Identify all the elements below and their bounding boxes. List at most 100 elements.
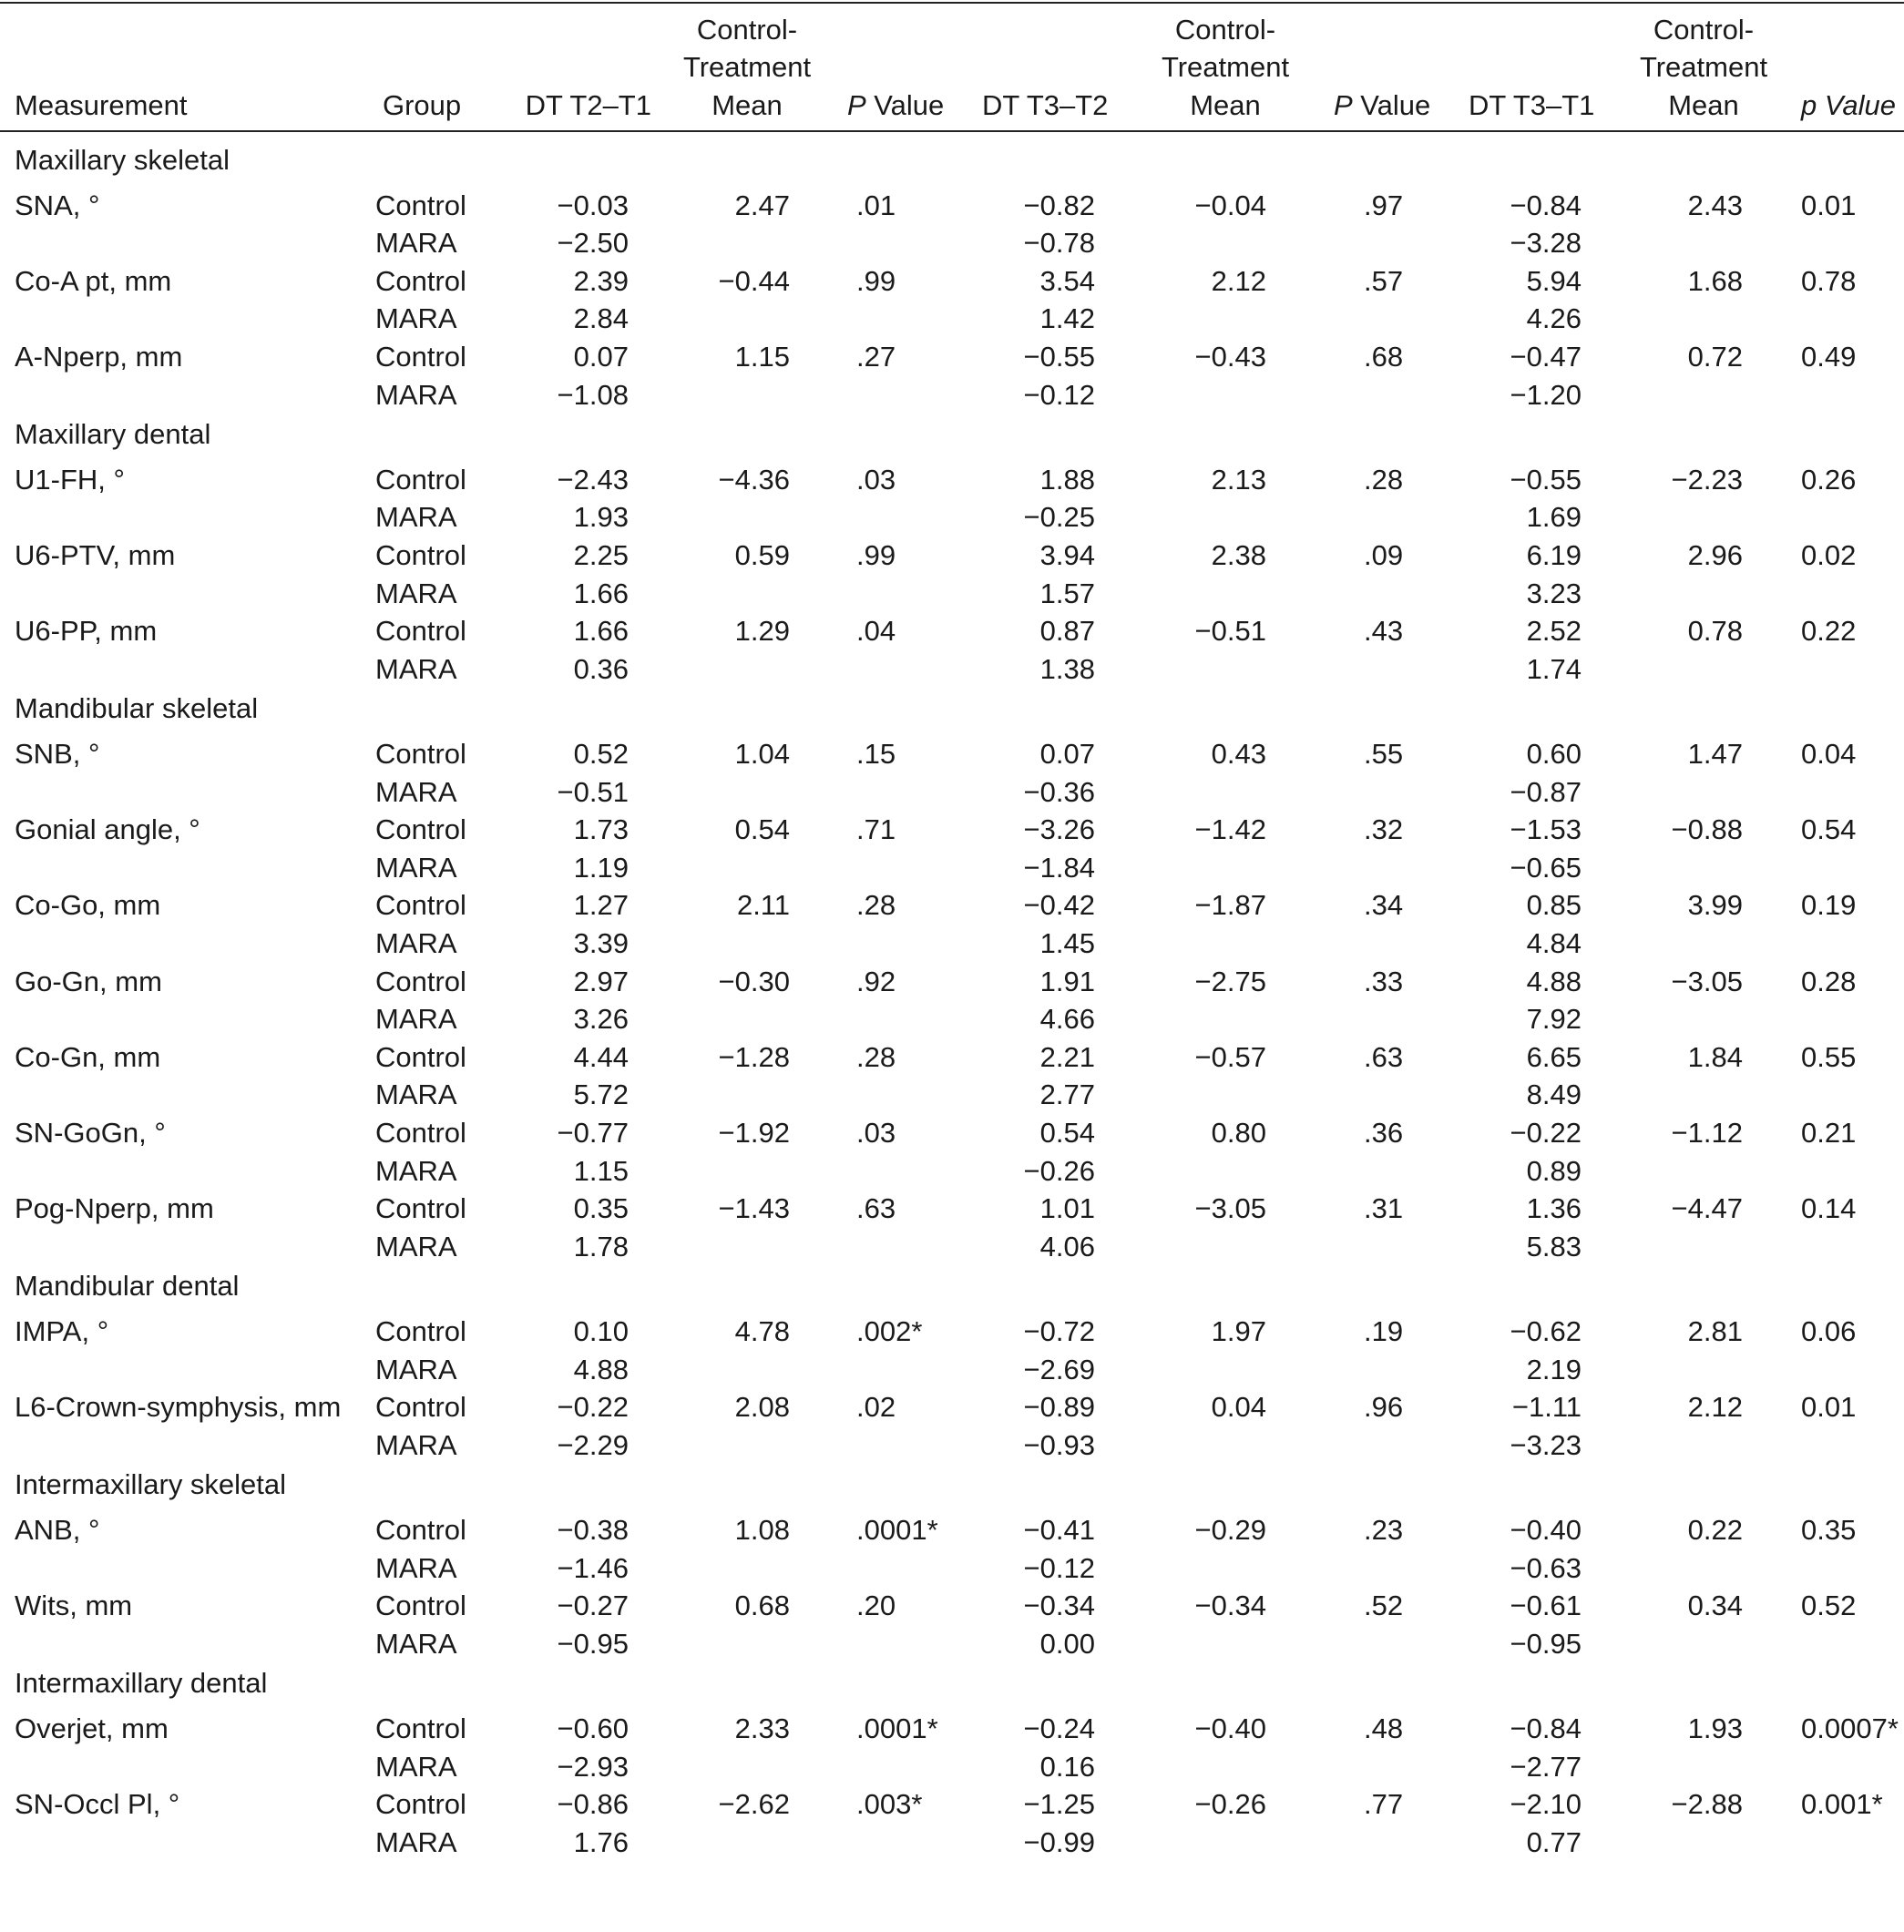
table-cell: −0.77 (557, 1117, 629, 1149)
table-cell: .0001* (856, 1514, 938, 1546)
section-title: Mandibular skeletal (15, 692, 259, 724)
table-cell: −2.93 (557, 1751, 629, 1783)
table-cell: 0.54 (1801, 813, 1857, 845)
table-cell: 1.74 (1526, 653, 1582, 685)
header-ctm3-line1: Control- (1653, 14, 1755, 46)
group-label: Control (375, 1041, 466, 1073)
table-cell: −0.63 (1510, 1552, 1582, 1584)
table-cell: 1.42 (1039, 302, 1095, 334)
header-bottom-rule (0, 130, 1904, 132)
table-cell: −0.38 (557, 1514, 629, 1546)
measurement-label: SNA, ° (15, 189, 100, 221)
table-cell: 2.38 (1211, 539, 1266, 571)
table-top-rule (0, 2, 1904, 4)
measurement-label: U6-PP, mm (15, 615, 158, 647)
table-cell: −0.62 (1510, 1315, 1582, 1347)
group-label: MARA (375, 1552, 457, 1584)
table-cell: 1.78 (573, 1231, 629, 1262)
group-label: MARA (375, 927, 457, 959)
table-cell: .57 (1364, 265, 1404, 297)
table-cell: −3.05 (1194, 1192, 1266, 1224)
table-cell: −1.12 (1671, 1117, 1743, 1149)
table-cell: .28 (856, 1041, 896, 1073)
table-cell: −0.93 (1023, 1429, 1095, 1461)
group-label: MARA (375, 1628, 457, 1660)
header-dt-t2-t1: DT T2–T1 (525, 89, 651, 121)
group-label: Control (375, 813, 466, 845)
table-cell: .36 (1364, 1117, 1404, 1149)
table-cell: .48 (1364, 1712, 1404, 1744)
table-cell: −0.03 (557, 189, 629, 221)
table-cell: −1.11 (1511, 1391, 1582, 1423)
table-cell: .27 (856, 341, 896, 373)
section-title: Intermaxillary dental (15, 1667, 268, 1699)
table-cell: 2.96 (1687, 539, 1743, 571)
table-cell: 1.97 (1211, 1315, 1266, 1347)
table-cell: .31 (1364, 1192, 1404, 1224)
table-cell: 1.15 (734, 341, 790, 373)
group-label: Control (375, 464, 466, 496)
measurement-label: Wits, mm (15, 1590, 133, 1621)
table-cell: −1.84 (1023, 852, 1095, 884)
table-cell: −0.41 (1023, 1514, 1095, 1546)
table-cell: 0.19 (1801, 889, 1857, 921)
table-cell: −1.42 (1194, 813, 1266, 845)
table-cell: −0.34 (1023, 1590, 1095, 1621)
table-cell: −1.92 (718, 1117, 790, 1149)
table-cell: −0.29 (1194, 1514, 1266, 1546)
table-cell: .63 (856, 1192, 896, 1224)
table-cell: 4.26 (1526, 302, 1582, 334)
table-cell: 0.28 (1801, 966, 1857, 997)
table-cell: −2.88 (1671, 1788, 1743, 1820)
table-cell: −0.42 (1023, 889, 1095, 921)
table-cell: 6.65 (1526, 1041, 1582, 1073)
table-cell: 1.88 (1039, 464, 1095, 496)
table-cell: .20 (856, 1590, 896, 1621)
table-cell: 7.92 (1526, 1003, 1582, 1035)
table-cell: 1.66 (573, 615, 629, 647)
group-label: MARA (375, 379, 457, 411)
table-cell: .99 (856, 539, 896, 571)
table-cell: −0.65 (1510, 852, 1582, 884)
table-cell: −0.40 (1194, 1712, 1266, 1744)
header-p-value-1: P Value (847, 89, 945, 121)
table-cell: 0.89 (1526, 1155, 1582, 1187)
measurement-label: Co-A pt, mm (15, 265, 172, 297)
table-cell: 0.01 (1801, 189, 1857, 221)
measurement-label: SNB, ° (15, 738, 100, 770)
measurement-label: L6-Crown-symphysis, mm (15, 1391, 342, 1423)
group-label: MARA (375, 1429, 457, 1461)
table-cell: .77 (1364, 1788, 1404, 1820)
table-cell: −0.26 (1194, 1788, 1266, 1820)
table-cell: 2.52 (1526, 615, 1582, 647)
header-ctm2-line2: Treatment (1161, 51, 1290, 83)
table-cell: 2.84 (573, 302, 629, 334)
table-cell: −0.22 (557, 1391, 629, 1423)
table-cell: 1.29 (734, 615, 790, 647)
table-cell: 1.38 (1039, 653, 1095, 685)
table-cell: −2.10 (1510, 1788, 1582, 1820)
table-cell: −0.47 (1510, 341, 1582, 373)
table-cell: 8.49 (1526, 1078, 1582, 1110)
table-cell: 1.01 (1039, 1192, 1095, 1224)
table-cell: .43 (1364, 615, 1404, 647)
table-cell: 1.68 (1687, 265, 1743, 297)
table-cell: 3.39 (573, 927, 629, 959)
table-cell: 0.54 (1039, 1117, 1095, 1149)
header-measurement: Measurement (15, 89, 188, 121)
table-cell: −3.05 (1671, 966, 1743, 997)
header-group: Group (383, 89, 462, 121)
table-cell: −0.57 (1194, 1041, 1266, 1073)
table-cell: 2.33 (734, 1712, 790, 1744)
table-cell: .23 (1364, 1514, 1404, 1546)
header-ctm1-line1: Control- (696, 14, 798, 46)
section-title: Maxillary dental (15, 418, 211, 450)
table-cell: 0.78 (1687, 615, 1743, 647)
table-cell: 0.14 (1801, 1192, 1857, 1224)
table-cell: 0.43 (1211, 738, 1266, 770)
table-cell: −3.23 (1510, 1429, 1582, 1461)
table-cell: 3.26 (573, 1003, 629, 1035)
table-cell: −1.53 (1510, 813, 1582, 845)
table-cell: −0.61 (1510, 1590, 1582, 1621)
header-ctm2-line1: Control- (1174, 14, 1276, 46)
